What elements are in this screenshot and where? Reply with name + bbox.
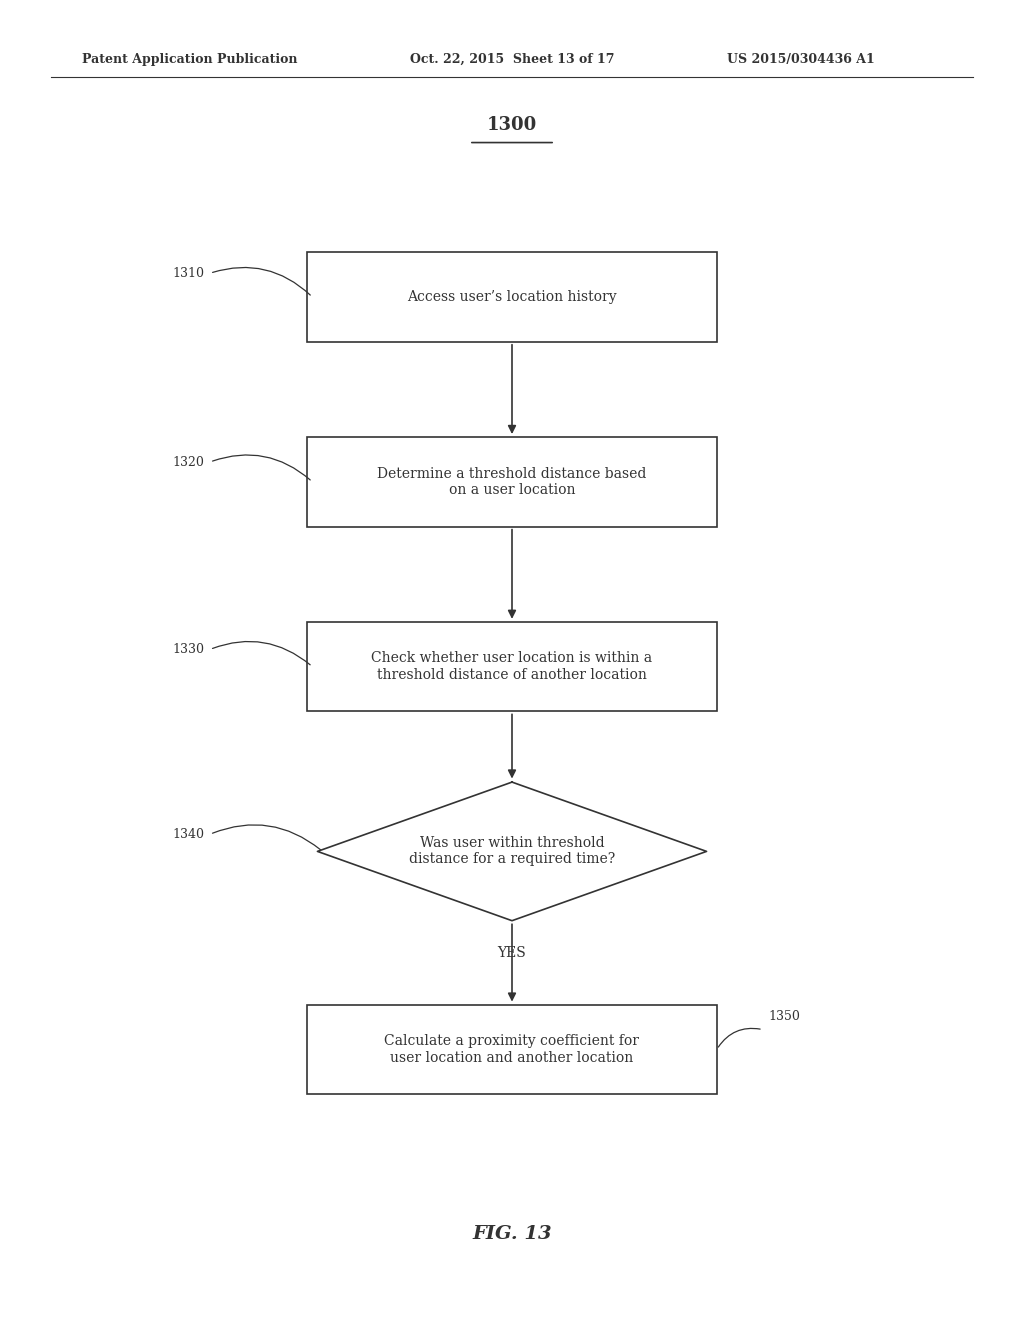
Bar — [307, 622, 717, 711]
Text: 1340: 1340 — [173, 828, 205, 841]
Text: Access user’s location history: Access user’s location history — [408, 290, 616, 304]
Bar — [307, 437, 717, 527]
Text: 1330: 1330 — [173, 643, 205, 656]
Text: FIG. 13: FIG. 13 — [472, 1225, 552, 1243]
Text: Patent Application Publication: Patent Application Publication — [82, 53, 297, 66]
Text: 1350: 1350 — [768, 1010, 800, 1023]
Text: Oct. 22, 2015  Sheet 13 of 17: Oct. 22, 2015 Sheet 13 of 17 — [410, 53, 614, 66]
Text: Check whether user location is within a
threshold distance of another location: Check whether user location is within a … — [372, 652, 652, 681]
Text: 1320: 1320 — [173, 455, 205, 469]
Bar — [307, 252, 717, 342]
Text: Calculate a proximity coefficient for
user location and another location: Calculate a proximity coefficient for us… — [384, 1035, 640, 1064]
Text: 1310: 1310 — [173, 267, 205, 280]
Text: YES: YES — [498, 946, 526, 960]
Text: Was user within threshold
distance for a required time?: Was user within threshold distance for a… — [409, 837, 615, 866]
Text: 1300: 1300 — [486, 116, 538, 135]
Text: Determine a threshold distance based
on a user location: Determine a threshold distance based on … — [377, 467, 647, 496]
Text: US 2015/0304436 A1: US 2015/0304436 A1 — [727, 53, 874, 66]
Bar — [307, 1005, 717, 1094]
